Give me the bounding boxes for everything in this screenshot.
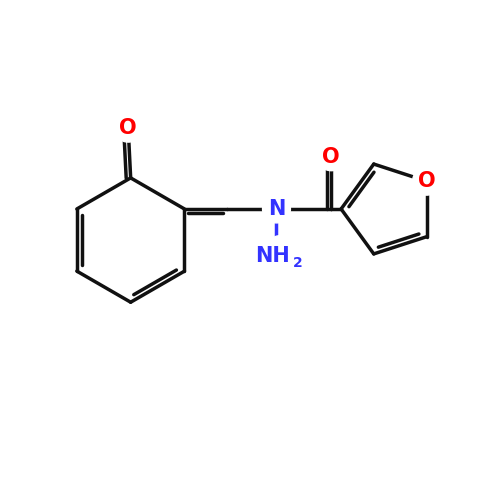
Text: O: O [120, 118, 137, 138]
Circle shape [412, 168, 440, 195]
Text: O: O [418, 171, 436, 191]
Text: N: N [268, 199, 285, 219]
Circle shape [114, 114, 142, 142]
Text: O: O [322, 147, 340, 167]
Text: 2: 2 [292, 256, 302, 270]
Circle shape [262, 195, 290, 223]
Text: NH: NH [255, 246, 290, 266]
Circle shape [318, 143, 345, 171]
Circle shape [262, 236, 304, 277]
